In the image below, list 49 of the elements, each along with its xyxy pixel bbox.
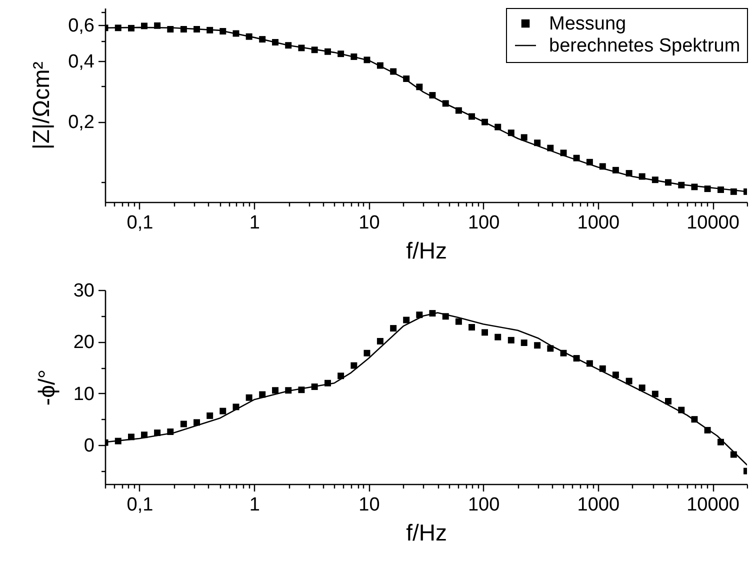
x-axis-title: f/Hz: [406, 238, 447, 264]
x-tick-label: 100: [468, 494, 500, 516]
x-tick-label: 10: [358, 212, 380, 234]
y-tick-label: 20: [73, 332, 94, 354]
point: [350, 362, 358, 369]
point: [272, 387, 279, 394]
x-tick-label: 10: [358, 494, 380, 516]
y-axis-title: -ϕ/°: [33, 369, 60, 406]
point: [520, 134, 528, 141]
point: [638, 384, 646, 392]
legend-label: berechnetes Spektrum: [549, 36, 740, 56]
point: [206, 412, 214, 419]
point: [403, 316, 410, 324]
x-tick-label: 0,1: [126, 494, 154, 516]
point: [534, 342, 541, 349]
x-tick-label: 10000: [686, 494, 740, 516]
point: [376, 338, 384, 344]
x-axis-title: f/Hz: [406, 520, 447, 546]
x-tick-label: 0,1: [126, 212, 154, 234]
point: [520, 340, 528, 346]
y-tick-label: 30: [73, 280, 94, 302]
point: [508, 336, 514, 344]
y-tick-label: 10: [73, 384, 94, 405]
point: [194, 419, 200, 426]
point: [468, 324, 475, 330]
y-tick-label: 0: [84, 436, 94, 457]
y-axis-title: |Z|/Ωcm²: [28, 61, 54, 150]
y-tick-label: 0,2: [68, 112, 94, 134]
point: [652, 390, 658, 398]
y-tick-label: 0,4: [68, 51, 95, 72]
point: [364, 350, 370, 356]
y-tick-label: 0,6: [68, 16, 94, 37]
legend-label: Messung: [549, 14, 626, 34]
x-tick-label: 1000: [577, 494, 620, 516]
point: [612, 372, 619, 378]
x-tick-label: 10000: [686, 212, 740, 234]
x-tick-label: 100: [468, 212, 500, 234]
point: [626, 378, 632, 384]
point: [220, 408, 226, 414]
x-tick-label: 1000: [577, 212, 620, 234]
point: [390, 325, 397, 332]
x-tick-label: 1: [249, 494, 260, 516]
point: [180, 420, 187, 428]
point: [665, 398, 672, 404]
point: [455, 318, 462, 325]
x-tick-label: 1: [249, 212, 260, 234]
point: [246, 394, 252, 401]
point: [494, 334, 502, 340]
point: [482, 329, 488, 336]
